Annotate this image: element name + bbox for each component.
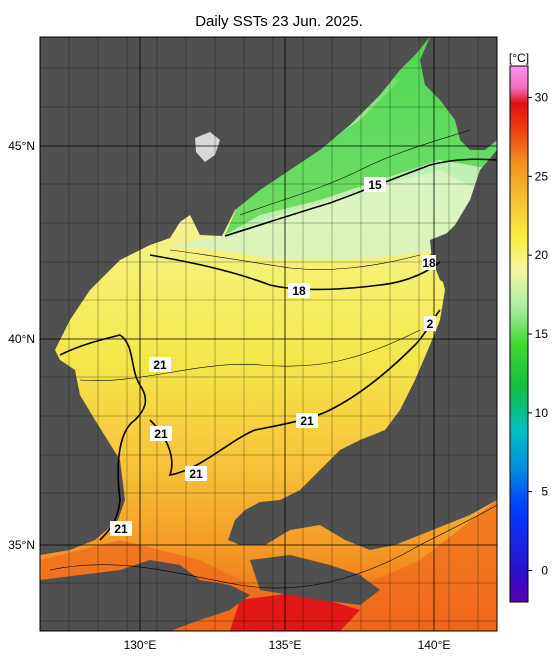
lat-label-45: 45°N [8, 139, 35, 153]
major-graticule [40, 37, 497, 631]
continent-land [40, 37, 430, 555]
colorbar-tick-label: 20 [535, 248, 549, 262]
contour-labels: 15 18 18 21 21 21 21 21 [110, 177, 436, 536]
lon-label-130: 130°E [124, 638, 157, 652]
honshu-land [228, 150, 497, 550]
colorbar-tick-label: 5 [541, 485, 548, 499]
oshima-land [430, 232, 480, 290]
lat-label-35: 35°N [8, 538, 35, 552]
contour-label-21-e: 21 [110, 521, 132, 536]
isotherm-thin-3 [49, 504, 497, 589]
contour-label-21-b-text: 21 [300, 414, 314, 428]
colorbar-unit: [°C] [509, 51, 529, 65]
colorbar-tick-label: 0 [541, 563, 548, 577]
contour-label-21-a-text: 21 [153, 358, 167, 372]
lake-khanka [195, 132, 220, 162]
contour-label-15-text: 15 [368, 178, 382, 192]
isotherm-21-west [59, 334, 147, 541]
isotherm-thin-2 [79, 329, 421, 381]
colorbar-tick-label: 25 [535, 169, 549, 183]
contour-label-15: 15 [364, 177, 386, 192]
isotherm-21-east [149, 309, 441, 477]
contour-label-21-e-text: 21 [114, 522, 128, 536]
lat-label-40: 40°N [8, 332, 35, 346]
colorbar-tick-label: 15 [535, 327, 549, 341]
isotherm-thin-4 [239, 129, 471, 216]
contour-label-21-c-text: 21 [154, 427, 168, 441]
colorbar-ticks: 30 25 20 15 10 5 0 [528, 91, 549, 577]
contour-label-18-north: 18 [422, 255, 436, 270]
colorbar-tick-label: 10 [535, 406, 549, 420]
colorbar: [°C] 30 25 20 15 10 5 0 [509, 51, 549, 603]
colorbar-tick-label: 30 [535, 91, 549, 105]
kyushu-land [40, 560, 250, 631]
transition-water-region [170, 160, 497, 260]
contour-label-21-c: 21 [150, 426, 172, 441]
contour-label-2: 2 [424, 316, 436, 331]
contour-label-21-b: 21 [296, 413, 318, 428]
lon-label-135: 135°E [269, 638, 302, 652]
shikoku-land [250, 555, 380, 605]
colorbar-scale [509, 65, 529, 603]
contour-label-2-text: 2 [427, 317, 434, 331]
contour-label-18: 18 [288, 283, 310, 298]
lon-label-140: 140°E [418, 638, 451, 652]
isotherm-thin-1 [169, 249, 421, 270]
sado-island [405, 395, 422, 418]
contour-label-18-north-text: 18 [422, 256, 436, 270]
map-frame [39, 36, 498, 632]
contour-label-18-text: 18 [292, 284, 306, 298]
map-title: Daily SSTs 23 Jun. 2025. [195, 13, 363, 30]
contour-label-21-d-text: 21 [189, 467, 203, 481]
contour-label-21-d: 21 [185, 466, 207, 481]
contour-label-21-a: 21 [149, 357, 171, 372]
